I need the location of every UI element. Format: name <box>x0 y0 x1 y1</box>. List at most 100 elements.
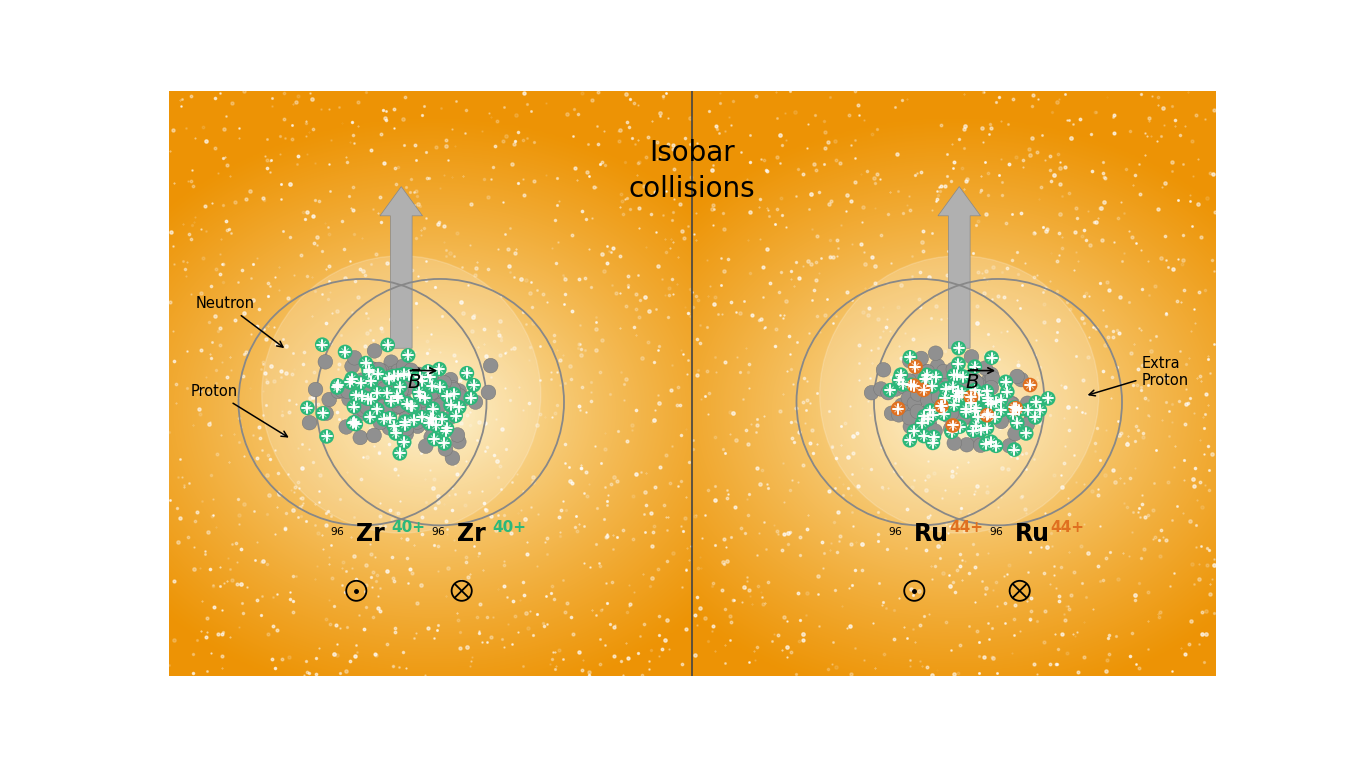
Circle shape <box>918 371 933 386</box>
Circle shape <box>968 383 981 398</box>
Text: 40+: 40+ <box>491 519 526 534</box>
Circle shape <box>382 420 397 435</box>
Text: Proton: Proton <box>190 384 288 436</box>
Circle shape <box>994 414 1008 429</box>
Circle shape <box>930 359 945 373</box>
Circle shape <box>984 351 999 365</box>
Circle shape <box>952 390 967 405</box>
Circle shape <box>425 411 440 427</box>
FancyArrow shape <box>938 187 980 348</box>
Circle shape <box>450 395 464 410</box>
Circle shape <box>347 415 362 430</box>
Circle shape <box>456 392 471 406</box>
Circle shape <box>964 349 979 364</box>
Text: Zr: Zr <box>356 521 385 546</box>
Circle shape <box>262 256 541 533</box>
Circle shape <box>440 389 455 403</box>
Circle shape <box>377 399 392 414</box>
Circle shape <box>386 393 401 408</box>
Circle shape <box>452 383 467 398</box>
Circle shape <box>463 390 478 405</box>
Circle shape <box>424 411 439 425</box>
Circle shape <box>952 419 967 434</box>
Circle shape <box>346 416 360 431</box>
Circle shape <box>926 436 940 450</box>
Circle shape <box>423 416 436 430</box>
Circle shape <box>321 392 336 407</box>
Circle shape <box>984 434 999 449</box>
Circle shape <box>390 364 405 378</box>
Circle shape <box>397 367 412 381</box>
Circle shape <box>408 402 421 416</box>
Circle shape <box>435 411 450 426</box>
Circle shape <box>906 376 921 392</box>
Circle shape <box>421 364 436 379</box>
Circle shape <box>389 426 404 441</box>
Circle shape <box>1010 369 1025 384</box>
Circle shape <box>902 411 917 425</box>
Circle shape <box>960 371 975 386</box>
Circle shape <box>440 421 455 436</box>
Circle shape <box>383 369 398 383</box>
Circle shape <box>961 408 976 422</box>
Circle shape <box>406 413 421 427</box>
Circle shape <box>348 388 363 403</box>
Circle shape <box>396 375 410 390</box>
Circle shape <box>356 388 371 402</box>
Circle shape <box>996 395 1011 410</box>
Circle shape <box>397 417 412 432</box>
Text: Zr: Zr <box>458 521 486 546</box>
Circle shape <box>397 435 412 449</box>
Circle shape <box>994 403 1008 417</box>
Circle shape <box>362 363 377 377</box>
Circle shape <box>363 410 378 424</box>
Circle shape <box>950 368 964 383</box>
Circle shape <box>990 410 1004 425</box>
Circle shape <box>412 414 427 428</box>
Circle shape <box>1004 408 1019 423</box>
Circle shape <box>910 386 925 402</box>
Circle shape <box>967 372 981 387</box>
Circle shape <box>433 380 448 394</box>
Circle shape <box>429 404 443 419</box>
Circle shape <box>907 379 922 393</box>
Text: $\vec{B}$: $\vec{B}$ <box>408 368 423 392</box>
Circle shape <box>926 430 941 444</box>
Circle shape <box>1006 406 1021 421</box>
Circle shape <box>927 424 942 439</box>
Circle shape <box>359 400 374 414</box>
Circle shape <box>386 390 401 405</box>
Circle shape <box>343 375 358 389</box>
Circle shape <box>358 380 373 394</box>
Circle shape <box>919 371 934 386</box>
Circle shape <box>443 398 458 412</box>
Circle shape <box>338 345 352 359</box>
Circle shape <box>971 402 986 417</box>
Circle shape <box>339 420 354 434</box>
Circle shape <box>354 376 369 390</box>
Circle shape <box>398 414 413 429</box>
Circle shape <box>864 386 879 400</box>
Circle shape <box>344 371 359 386</box>
Circle shape <box>946 436 961 450</box>
Circle shape <box>370 398 385 413</box>
Circle shape <box>919 364 934 379</box>
Circle shape <box>308 383 323 397</box>
Circle shape <box>420 414 435 428</box>
Circle shape <box>319 354 332 369</box>
Circle shape <box>915 416 930 430</box>
Circle shape <box>988 439 1003 453</box>
Circle shape <box>450 427 464 442</box>
Circle shape <box>917 429 932 443</box>
Circle shape <box>929 404 944 418</box>
Circle shape <box>373 415 387 430</box>
Circle shape <box>946 362 961 376</box>
Circle shape <box>979 436 994 452</box>
Circle shape <box>990 404 1004 418</box>
Circle shape <box>937 364 950 379</box>
Circle shape <box>923 397 938 411</box>
Circle shape <box>355 390 370 405</box>
Circle shape <box>387 423 402 437</box>
Circle shape <box>956 411 971 425</box>
Circle shape <box>1023 378 1037 392</box>
